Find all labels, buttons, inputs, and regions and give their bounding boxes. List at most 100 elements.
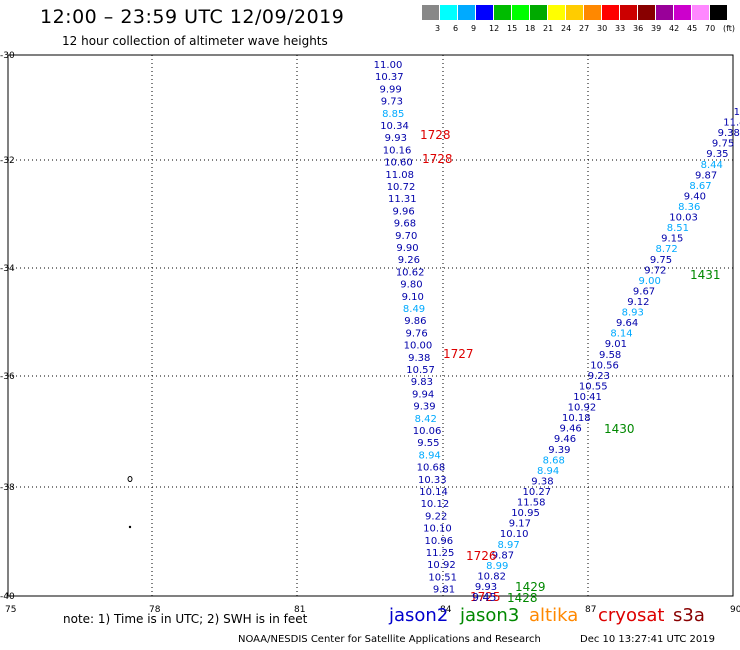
wave-height-label: 9.26 <box>398 255 420 266</box>
x-tick-label: 87 <box>585 605 596 615</box>
wave-height-label: 9.55 <box>417 438 439 449</box>
wave-height-label: 9.96 <box>392 206 414 217</box>
map-grid <box>7 54 734 597</box>
wave-height-label: 9.12 <box>627 297 649 308</box>
pass-time-label: 1728 <box>422 152 453 166</box>
color-scale-label: 27 <box>579 24 590 33</box>
wave-height-label: 8.14 <box>610 329 632 340</box>
wave-height-label: 9.38 <box>718 128 740 139</box>
wave-height-label: 9.73 <box>381 97 403 108</box>
wave-height-label: 9.10 <box>402 292 424 303</box>
wave-height-label: 10.96 <box>424 536 453 547</box>
color-swatch <box>638 5 655 20</box>
wave-height-label: 11.58 <box>517 498 546 509</box>
pass-time-label: 1725 <box>470 590 501 604</box>
pass-time-label: 1726 <box>466 549 497 563</box>
wave-height-label: 9.76 <box>406 328 428 339</box>
wave-height-label: 10.72 <box>387 182 416 193</box>
color-swatch <box>422 5 439 20</box>
wave-height-label: 8.42 <box>415 414 437 425</box>
color-scale-label: 45 <box>687 24 698 33</box>
wave-height-label: 8.94 <box>537 466 559 477</box>
wave-height-label: 11.08 <box>385 170 414 181</box>
color-swatch <box>620 5 637 20</box>
wave-height-label: 10.27 <box>522 487 551 498</box>
wave-height-label: 10.12 <box>421 499 450 510</box>
island-mark <box>127 476 133 482</box>
y-tick-label: -40 <box>0 592 15 602</box>
wave-height-label: 10.03 <box>669 213 698 224</box>
color-swatch <box>656 5 673 20</box>
color-scale-label: 3 <box>435 24 441 33</box>
wave-height-label: 9.01 <box>605 339 627 350</box>
wave-height-label: 9.67 <box>633 286 655 297</box>
x-tick-label: 75 <box>5 605 16 615</box>
satellite-legend-item: jason3 <box>460 605 520 626</box>
wave-height-label: 9.90 <box>396 243 418 254</box>
track-2-labels: 9.9310.828.999.878.9710.109.1710.9511.58… <box>475 107 740 593</box>
wave-height-label: 8.67 <box>689 181 711 192</box>
wave-height-label: 10.37 <box>375 72 404 83</box>
x-tick-label: 90 <box>730 605 740 615</box>
wave-height-label: 10.92 <box>568 403 597 414</box>
y-tick-label: -38 <box>0 483 15 493</box>
color-scale-label: 21 <box>543 24 554 33</box>
footer-note: note: 1) Time is in UTC; 2) SWH is in fe… <box>63 612 308 626</box>
wave-height-label: 10.60 <box>384 158 413 169</box>
wave-height-label: 9.87 <box>492 550 514 561</box>
wave-height-label: 10.95 <box>511 508 540 519</box>
color-swatch <box>530 5 547 20</box>
satellite-legend-item: cryosat <box>598 605 665 626</box>
wave-height-label: 9.46 <box>560 424 582 435</box>
wave-height-label: 9.64 <box>616 318 638 329</box>
wave-height-label: 10.51 <box>428 572 457 583</box>
wave-height-label: 10.18 <box>562 413 591 424</box>
wave-height-label: 10.10 <box>423 524 452 535</box>
wave-height-label: 9.22 <box>425 511 447 522</box>
color-scale-label: 42 <box>669 24 680 33</box>
wave-height-label: 8.51 <box>667 223 689 234</box>
wave-height-label: 10.57 <box>406 365 435 376</box>
wave-height-label: 9.75 <box>650 255 672 266</box>
color-swatch <box>566 5 583 20</box>
pass-time-label: 1727 <box>443 347 474 361</box>
pass-time-label: 1428 <box>507 591 538 605</box>
wave-height-label: 8.93 <box>622 308 644 319</box>
wave-height-label: 11.31 <box>388 194 417 205</box>
pass-time-label: 9.45 <box>472 591 497 604</box>
wave-height-label: 9.17 <box>509 519 531 530</box>
wave-height-label: 9.83 <box>411 377 433 388</box>
wave-height-label: 8.97 <box>497 540 519 551</box>
wave-height-label: 10.92 <box>427 560 456 571</box>
wave-height-label: 8.36 <box>678 202 700 213</box>
wave-height-label: 11 <box>734 107 740 118</box>
wave-height-label: 8.85 <box>382 109 404 120</box>
x-tick-label: 84 <box>440 605 452 615</box>
satellite-legend-item: jason2 <box>389 605 449 626</box>
wave-height-label: 8.68 <box>543 455 565 466</box>
wave-height-label: 9.70 <box>395 231 417 242</box>
color-swatch <box>440 5 457 20</box>
map-frame <box>7 54 734 597</box>
y-tick-label: -32 <box>0 156 15 166</box>
color-scale-label: (ft) <box>723 24 736 33</box>
wave-height-label: 9.68 <box>394 219 416 230</box>
wave-height-label: 9.39 <box>548 445 570 456</box>
color-swatch <box>692 5 709 20</box>
y-tick-label: -34 <box>0 264 15 274</box>
wave-height-label: 9.38 <box>531 476 553 487</box>
wave-height-label: 9.46 <box>554 434 576 445</box>
satellite-legend-item: altika <box>529 605 579 626</box>
pass-time-label: 1728 <box>420 128 451 142</box>
wave-height-label: 8.49 <box>403 304 425 315</box>
wave-height-label: 8.99 <box>486 561 508 572</box>
color-scale-label: 30 <box>597 24 608 33</box>
pass-time-label: 1431 <box>690 268 721 282</box>
y-tick-label: -36 <box>0 372 15 382</box>
wave-height-label: 11.4 <box>723 118 740 129</box>
color-scale-label: 9 <box>471 24 477 33</box>
land-marks <box>127 476 133 529</box>
